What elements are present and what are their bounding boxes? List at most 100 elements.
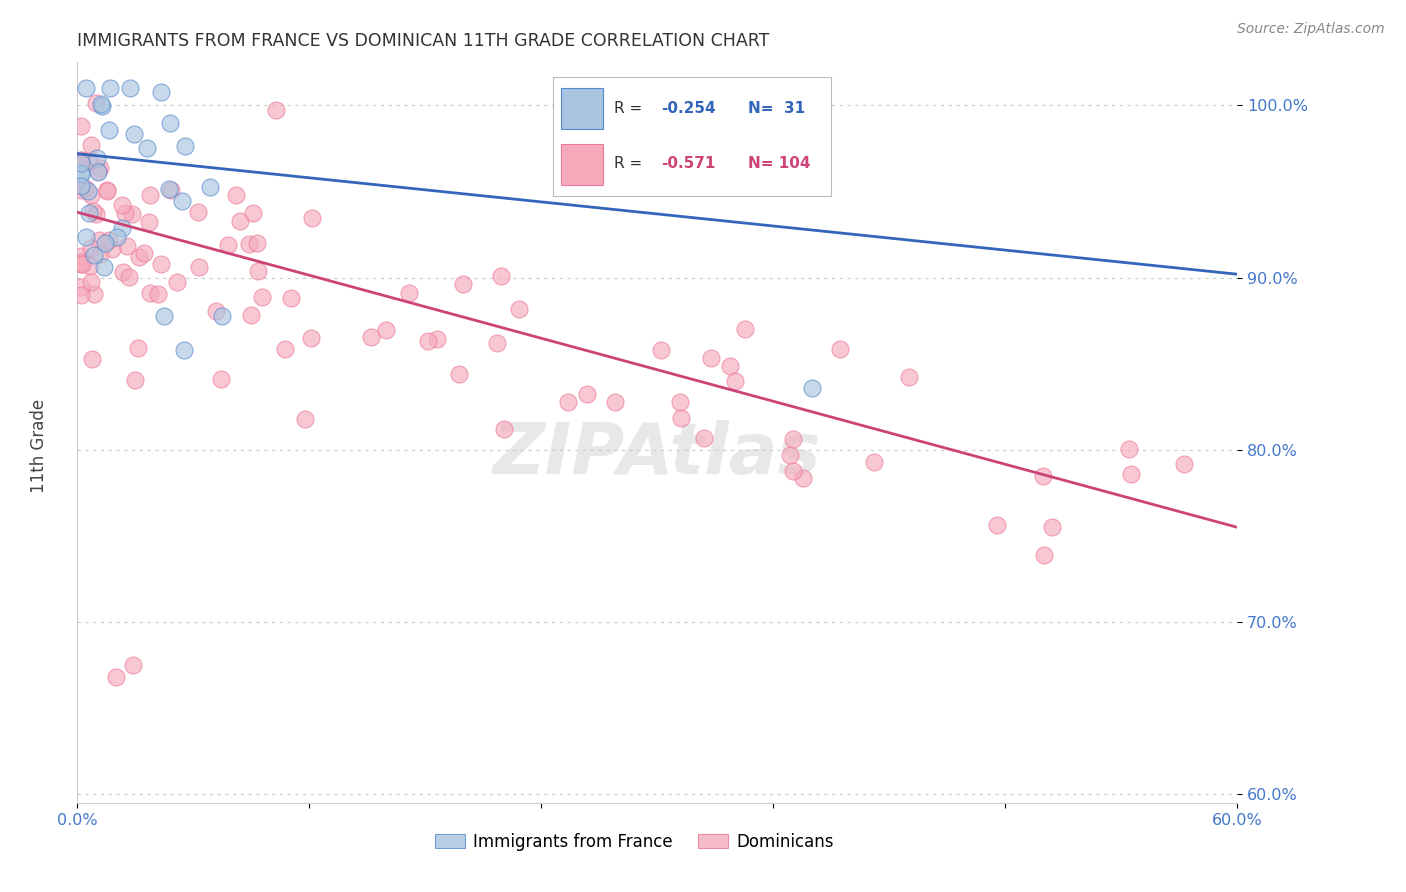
Point — [104, 670, 127, 684]
Point — [782, 464, 804, 478]
Point — [1173, 457, 1195, 471]
Point — [138, 214, 160, 228]
Point — [136, 141, 159, 155]
Point — [97, 233, 120, 247]
Point — [801, 381, 824, 395]
Point — [80, 276, 103, 290]
Point — [734, 321, 756, 335]
Point — [118, 269, 141, 284]
Point — [264, 103, 287, 117]
Point — [80, 137, 103, 152]
Point — [83, 287, 105, 301]
Point — [111, 265, 134, 279]
Point — [127, 341, 149, 355]
Point — [198, 180, 221, 194]
Point — [830, 342, 852, 356]
Point — [93, 260, 115, 274]
Point — [80, 241, 103, 255]
Point — [187, 260, 209, 275]
Point — [77, 154, 100, 169]
Point — [148, 286, 170, 301]
Point — [70, 288, 93, 302]
Point — [124, 373, 146, 387]
Point — [426, 332, 449, 346]
Point — [122, 658, 145, 673]
Point — [72, 257, 94, 271]
Point — [89, 161, 111, 176]
Point — [247, 264, 270, 278]
Point — [669, 395, 692, 409]
Point — [1032, 469, 1054, 483]
Point — [70, 153, 93, 167]
Point — [70, 184, 93, 198]
Point — [229, 213, 252, 227]
Point — [166, 275, 188, 289]
Point — [118, 81, 141, 95]
Point — [862, 455, 884, 469]
Point — [246, 235, 269, 250]
Point — [100, 242, 122, 256]
Point — [132, 246, 155, 260]
Point — [90, 98, 112, 112]
Point — [508, 302, 530, 317]
Point — [170, 194, 193, 208]
Point — [492, 422, 515, 436]
Point — [299, 331, 322, 345]
Point — [149, 85, 172, 99]
Point — [360, 330, 382, 344]
Point — [416, 334, 439, 348]
Point — [173, 343, 195, 357]
Point — [485, 336, 508, 351]
Point — [274, 343, 297, 357]
Point — [70, 279, 93, 293]
Point — [150, 257, 173, 271]
Point — [114, 206, 136, 220]
Point — [115, 239, 138, 253]
Legend: Immigrants from France, Dominicans: Immigrants from France, Dominicans — [427, 826, 841, 857]
Point — [75, 230, 97, 244]
Point — [205, 304, 228, 318]
Point — [301, 211, 323, 225]
Point — [897, 369, 920, 384]
Point — [986, 517, 1008, 532]
Point — [692, 431, 714, 445]
Point — [603, 395, 626, 409]
Point — [1119, 467, 1142, 482]
Point — [217, 237, 239, 252]
Point — [122, 127, 145, 141]
Point — [700, 351, 723, 365]
Point — [75, 81, 97, 95]
Point — [79, 260, 101, 274]
Point — [96, 184, 118, 198]
Point — [250, 290, 273, 304]
Point — [111, 221, 134, 235]
Point — [240, 309, 263, 323]
Text: IMMIGRANTS FROM FRANCE VS DOMINICAN 11TH GRADE CORRELATION CHART: IMMIGRANTS FROM FRANCE VS DOMINICAN 11TH… — [77, 32, 769, 50]
Point — [157, 181, 180, 195]
Point — [94, 236, 117, 251]
Point — [98, 81, 121, 95]
Point — [128, 250, 150, 264]
Point — [98, 122, 121, 136]
Point — [724, 374, 747, 388]
Point — [70, 249, 93, 263]
Point — [121, 206, 143, 220]
Point — [575, 387, 598, 401]
Point — [70, 179, 93, 194]
Text: ZIPAtlas: ZIPAtlas — [494, 420, 821, 490]
Point — [159, 116, 181, 130]
Point — [280, 291, 302, 305]
Point — [557, 395, 579, 409]
Point — [86, 151, 108, 165]
Point — [70, 166, 93, 180]
Point — [238, 236, 260, 251]
Point — [90, 97, 112, 112]
Point — [718, 359, 741, 373]
Point — [70, 155, 93, 169]
Point — [77, 206, 100, 220]
Point — [173, 139, 195, 153]
Point — [70, 256, 93, 270]
Point — [87, 163, 110, 178]
Point — [671, 411, 693, 425]
Point — [87, 165, 110, 179]
